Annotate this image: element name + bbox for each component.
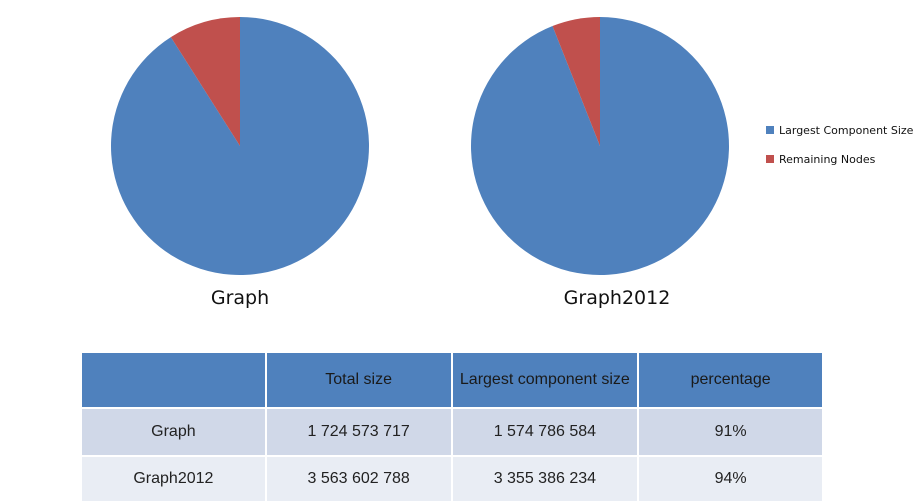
legend-item-largest: Largest Component Size (766, 123, 913, 137)
stats-table: Total size Largest component size percen… (80, 351, 824, 503)
pie-chart-graph2012 (460, 6, 740, 291)
table-cell: 1 724 573 717 (264, 407, 453, 457)
pie-graph-slice-remaining (170, 17, 240, 146)
table-cell: Graph2012 (80, 455, 267, 503)
table-row: Graph 1 724 573 717 1 574 786 584 91% (80, 407, 824, 457)
table-header-row: Total size Largest component size percen… (80, 351, 824, 409)
table-cell: 3 355 386 234 (450, 455, 640, 503)
pie-graph2012-svg (471, 17, 729, 275)
table-header-largest-component: Largest component size (450, 351, 640, 409)
pie-graph-svg (110, 17, 369, 276)
pie-title-graph2012: Graph2012 (563, 287, 671, 309)
pie-graph-slice-largest (110, 17, 369, 276)
table-header-empty (80, 351, 267, 409)
table-cell: Graph (80, 407, 267, 457)
legend-label-largest: Largest Component Size (779, 123, 914, 137)
table-header-percentage: percentage (637, 351, 824, 409)
legend-item-remaining: Remaining Nodes (766, 152, 913, 166)
pie-title-graph: Graph (210, 287, 270, 309)
pie-chart-graph (100, 6, 380, 291)
table-header-total-size: Total size (264, 351, 453, 409)
legend-swatch-largest (766, 126, 774, 134)
table-cell: 1 574 786 584 (450, 407, 640, 457)
table-cell: 3 563 602 788 (264, 455, 453, 503)
pie-graph2012-slice-remaining (552, 17, 600, 146)
table-cell: 91% (637, 407, 824, 457)
table-cell: 94% (637, 455, 824, 503)
table-row: Graph2012 3 563 602 788 3 355 386 234 94… (80, 455, 824, 503)
chart-legend: Largest Component Size Remaining Nodes (766, 123, 913, 181)
legend-label-remaining: Remaining Nodes (779, 152, 876, 166)
legend-swatch-remaining (766, 155, 774, 163)
